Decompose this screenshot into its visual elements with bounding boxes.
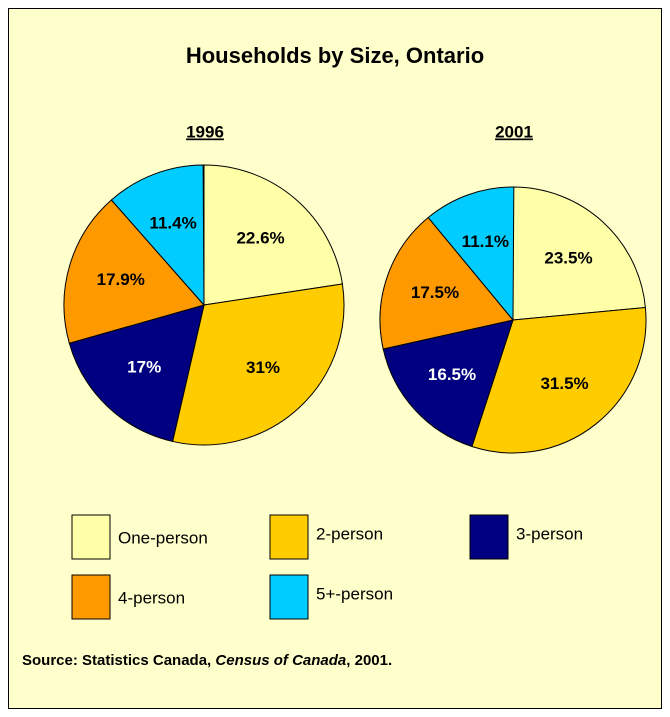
source-prefix: Source: Statistics Canada, xyxy=(22,652,215,669)
source-italic: Census of Canada xyxy=(215,652,346,669)
pie-slice xyxy=(512,186,646,321)
pie-title: 1996 xyxy=(186,122,224,141)
legend-label: 2-person xyxy=(316,524,383,543)
data-label: 31.5% xyxy=(540,374,588,393)
legend-swatch xyxy=(269,514,309,560)
data-label: 16.5% xyxy=(428,365,476,384)
pie-slice xyxy=(379,216,514,350)
pie-slice xyxy=(427,186,515,322)
legend-label: 4-person xyxy=(118,588,185,607)
pie-slice xyxy=(382,319,514,448)
data-label: 17.5% xyxy=(411,283,459,302)
pie-title: 2001 xyxy=(495,122,533,141)
legend-swatch xyxy=(71,574,111,620)
pie-slice xyxy=(471,306,647,454)
legend-label: 3-person xyxy=(516,524,583,543)
source: Source: Statistics Canada, Census of Can… xyxy=(22,652,392,669)
source-suffix: , 2001. xyxy=(346,652,392,669)
legend-swatch xyxy=(269,574,309,620)
data-label: 11.1% xyxy=(462,232,509,251)
legend-label: 5+-person xyxy=(316,584,393,603)
chart-title: Households by Size, Ontario xyxy=(186,43,484,68)
pie-slice xyxy=(203,164,343,306)
data-label: 23.5% xyxy=(544,248,592,267)
pie-slice xyxy=(68,304,205,443)
legend-swatch xyxy=(71,514,111,560)
legend-swatch xyxy=(469,514,509,560)
pie-slice xyxy=(172,283,345,446)
data-label: 31% xyxy=(246,358,280,377)
pie-slice xyxy=(110,164,205,307)
legend-label: One-person xyxy=(118,528,208,547)
data-label: 22.6% xyxy=(236,229,284,248)
data-label: 11.4% xyxy=(149,213,196,232)
pie-slice xyxy=(63,199,205,344)
data-label: 17.9% xyxy=(97,270,145,289)
data-label: 17% xyxy=(127,357,161,376)
